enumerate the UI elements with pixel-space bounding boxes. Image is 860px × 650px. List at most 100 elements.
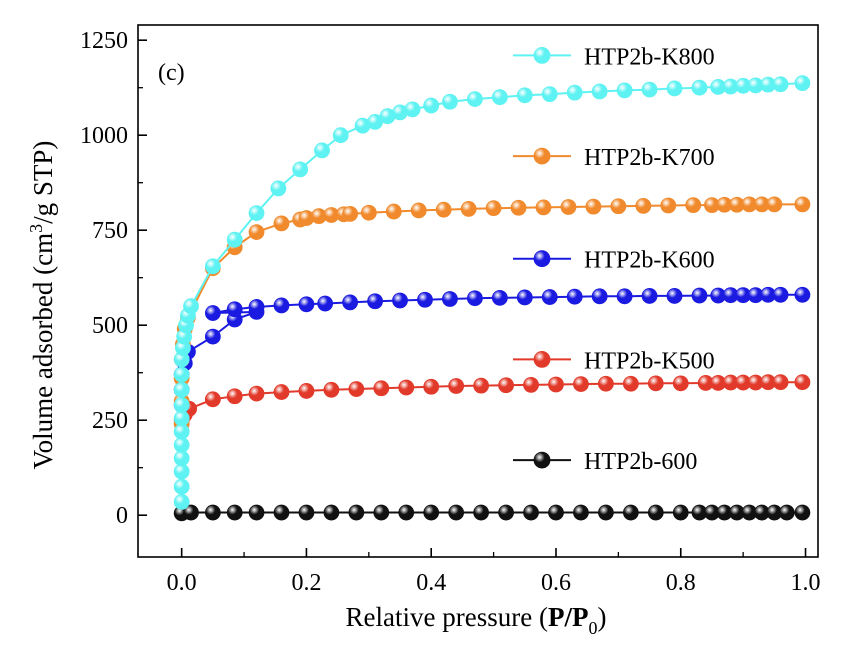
data-point [573, 504, 589, 521]
data-point [772, 76, 789, 93]
data-point [466, 290, 483, 307]
data-point [204, 305, 221, 321]
data-point [498, 504, 514, 521]
data-point [691, 79, 708, 96]
data-point [226, 388, 243, 405]
plot-frame [137, 24, 819, 558]
x-tick-label: 0.6 [541, 570, 571, 596]
data-point [423, 97, 440, 114]
data-point [226, 504, 243, 521]
legend-marker [533, 350, 551, 368]
data-point [473, 504, 490, 521]
data-point [794, 374, 811, 391]
data-point [404, 101, 421, 118]
data-point [348, 381, 365, 397]
data-point [173, 493, 190, 510]
data-point [273, 297, 290, 314]
data-point [367, 293, 383, 310]
data-point [248, 205, 265, 222]
data-point [423, 378, 440, 395]
data-point [794, 504, 811, 521]
legend-entry: HTP2b-600 [513, 449, 697, 475]
data-point [794, 196, 811, 213]
data-point [597, 375, 614, 392]
data-point [173, 410, 190, 427]
data-point [423, 504, 440, 521]
y-tick-label: 250 [92, 408, 128, 434]
data-point [273, 384, 290, 400]
legend: HTP2b-K800 HTP2b-K700 HTP2b-K600 HTP2b-K500… [513, 44, 715, 475]
data-point [417, 291, 433, 308]
data-point [460, 201, 477, 217]
legend-entry: HTP2b-K500 [513, 348, 715, 374]
data-point [498, 377, 514, 394]
data-point [342, 294, 359, 311]
x-tick-label: 0.0 [167, 570, 197, 596]
data-point [672, 504, 689, 521]
data-point [616, 82, 633, 99]
data-point [173, 381, 190, 398]
y-tick-label: 1000 [80, 123, 128, 149]
x-tick-label: 1.0 [791, 570, 821, 596]
data-point [323, 504, 340, 521]
legend-label: HTP2b-600 [584, 449, 697, 475]
data-point [323, 381, 340, 398]
x-tick-label: 0.8 [666, 570, 696, 596]
data-point [392, 292, 408, 309]
data-point [348, 504, 365, 521]
data-point [516, 87, 533, 104]
data-point [772, 374, 789, 391]
data-point [435, 201, 452, 218]
legend-entry: HTP2b-K800 [513, 44, 715, 70]
data-point [794, 75, 811, 92]
data-point [635, 197, 652, 214]
data-point [448, 504, 465, 521]
data-point [560, 199, 577, 215]
data-point [616, 288, 633, 305]
y-tick-label: 750 [92, 218, 128, 244]
data-point [398, 379, 415, 396]
data-point [204, 504, 221, 521]
data-point [317, 295, 334, 312]
data-point [597, 504, 614, 521]
data-point [660, 197, 677, 214]
data-point [298, 504, 315, 521]
data-point [360, 204, 377, 221]
data-point [273, 215, 290, 232]
data-point [292, 161, 309, 178]
data-point [204, 258, 221, 275]
data-point [442, 93, 458, 110]
legend-marker [533, 47, 551, 64]
data-point [566, 84, 583, 101]
data-point [516, 289, 533, 306]
data-point [535, 199, 552, 216]
data-point [173, 463, 190, 480]
data-point [585, 198, 602, 215]
data-point [273, 504, 290, 521]
data-point [610, 198, 627, 215]
data-point [666, 288, 683, 304]
data-point [204, 391, 221, 408]
data-point [385, 203, 402, 220]
data-point [226, 301, 243, 318]
data-point [173, 450, 190, 467]
data-point [173, 436, 190, 453]
data-point [466, 91, 483, 107]
data-point [772, 286, 789, 303]
x-axis-title: Relative pressure (P/P0) [346, 602, 607, 638]
data-point [548, 376, 564, 393]
data-point [541, 86, 558, 103]
data-point [778, 504, 795, 521]
data-point [491, 89, 508, 106]
data-point [591, 288, 608, 305]
legend-label: HTP2b-K700 [584, 145, 715, 171]
data-point [248, 385, 265, 402]
data-point [573, 376, 589, 393]
data-point [641, 288, 658, 304]
data-point [548, 504, 564, 521]
data-point [298, 383, 315, 399]
data-point [173, 397, 190, 413]
data-point [248, 504, 265, 521]
x-tick-label: 0.2 [291, 570, 321, 596]
x-tick-label: 0.4 [416, 570, 446, 596]
